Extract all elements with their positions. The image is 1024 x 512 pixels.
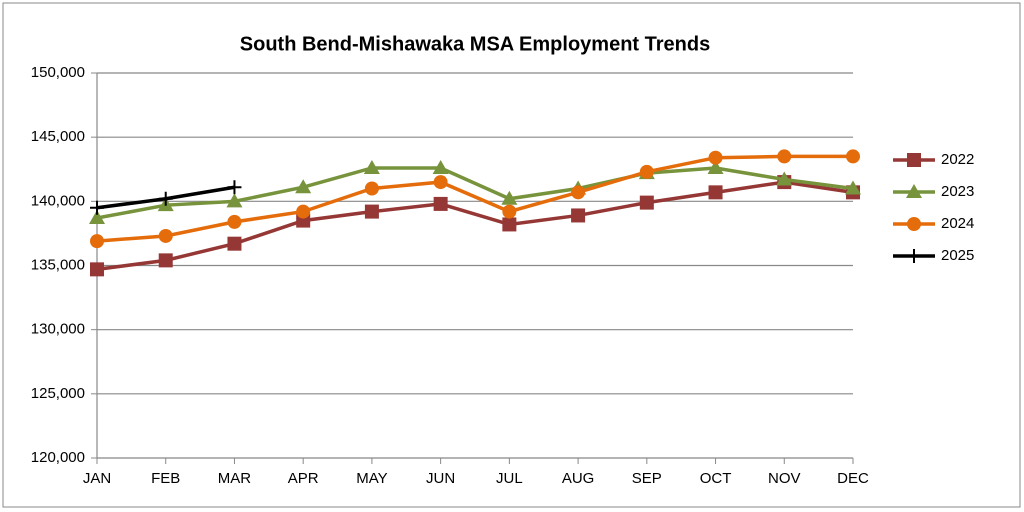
chart-title: South Bend-Mishawaka MSA Employment Tren… (240, 33, 710, 55)
x-tick-label: SEP (632, 470, 662, 487)
y-tick-label: 145,000 (31, 128, 85, 145)
y-tick-label: 135,000 (31, 256, 85, 273)
marker (433, 196, 448, 211)
marker (777, 149, 792, 164)
marker (226, 193, 243, 208)
x-tick-label: APR (288, 470, 319, 487)
x-tick-label: NOV (768, 470, 801, 487)
marker (708, 150, 723, 165)
marker (158, 253, 173, 268)
marker (364, 181, 379, 196)
marker (502, 204, 517, 219)
marker (708, 185, 723, 200)
marker (227, 236, 242, 251)
marker (90, 234, 104, 249)
marker (639, 195, 654, 210)
marker (907, 249, 921, 263)
y-tick-label: 140,000 (31, 192, 85, 209)
marker (906, 184, 922, 198)
marker (227, 214, 242, 229)
marker (295, 179, 312, 194)
marker (90, 200, 104, 215)
marker (363, 159, 380, 174)
y-tick-label: 120,000 (31, 449, 85, 466)
marker (845, 180, 861, 195)
legend-label: 2022 (941, 151, 974, 168)
marker (502, 217, 517, 232)
marker (364, 204, 379, 219)
marker (89, 210, 105, 225)
marker (571, 208, 586, 223)
marker (776, 171, 793, 186)
series-line (96, 166, 854, 220)
y-tick-label: 150,000 (31, 64, 85, 81)
y-tick-label: 125,000 (31, 385, 85, 402)
marker (501, 190, 518, 205)
x-tick-label: FEB (151, 470, 180, 487)
marker (571, 185, 586, 200)
marker (296, 204, 311, 219)
x-tick-label: DEC (837, 470, 869, 487)
legend-label: 2024 (941, 215, 974, 232)
marker (158, 228, 173, 243)
series-line (96, 154, 853, 243)
x-tick-label: JAN (83, 470, 111, 487)
x-tick-label: MAY (356, 470, 387, 487)
marker (707, 159, 724, 174)
marker (227, 180, 242, 195)
marker (846, 149, 860, 164)
y-tick-label: 130,000 (31, 321, 85, 338)
marker (158, 191, 173, 206)
legend-label: 2023 (941, 183, 974, 200)
x-tick-label: MAR (218, 470, 252, 487)
x-tick-label: JUN (426, 470, 455, 487)
legend-label: 2025 (941, 247, 974, 264)
marker (90, 262, 104, 277)
marker (907, 153, 921, 167)
x-tick-label: OCT (700, 470, 732, 487)
marker (433, 175, 448, 190)
x-tick-label: AUG (562, 470, 595, 487)
marker (639, 164, 654, 179)
marker (432, 159, 449, 174)
marker (907, 217, 921, 231)
x-tick-label: JUL (496, 470, 523, 487)
series-line (96, 180, 854, 272)
